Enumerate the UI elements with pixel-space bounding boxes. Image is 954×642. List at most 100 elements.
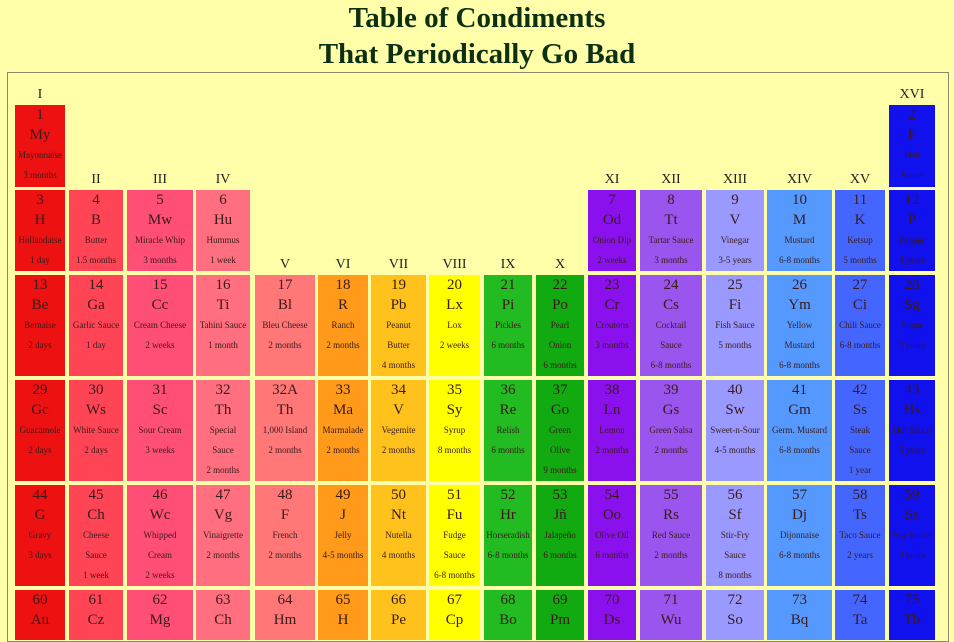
element-shelf-life: 3-5 years: [718, 255, 752, 265]
element-cell: 11 K Ketsup 5 months: [835, 190, 885, 271]
element-shelf-life-extra: 8 months: [718, 570, 752, 580]
element-symbol: So: [727, 612, 743, 628]
element-name: Steak: [850, 425, 870, 435]
element-symbol: Sc: [152, 402, 168, 418]
element-cell: 9 V Vinegar 3-5 years: [706, 190, 764, 271]
group-label-xv: XV: [849, 172, 871, 187]
element-cell: 29 Gc Guacamole 2 days: [15, 380, 65, 481]
element-number: 66: [391, 592, 406, 608]
element-number: 26: [792, 277, 807, 293]
element-shelf-life: 4 months: [381, 550, 416, 560]
element-name: Lox: [447, 320, 462, 330]
group-label-vi: VI: [335, 257, 351, 272]
element-shelf-life: 2 months: [326, 445, 360, 455]
element-shelf-life: 6 months: [491, 445, 525, 455]
element-symbol: Dj: [792, 507, 807, 523]
element-shelf-life: Olive: [550, 445, 570, 455]
element-cell: 59 Ss Soy Sauce 3 years: [889, 485, 935, 586]
element-shelf-life: 4 years: [899, 255, 925, 265]
title-line-1: Table of Condiments: [348, 2, 606, 34]
element-number: 68: [500, 592, 516, 608]
element-number: 48: [277, 487, 293, 503]
element-number: 71: [663, 592, 679, 608]
element-symbol: Vg: [213, 507, 233, 523]
group-label-ix: IX: [500, 257, 516, 272]
element-symbol: K: [854, 212, 866, 228]
element-number: 19: [391, 277, 406, 293]
element-number: 53: [552, 487, 568, 503]
element-name: Stir-Fry: [720, 530, 750, 540]
element-shelf-life-extra: 2 weeks: [145, 570, 175, 580]
element-number: 37: [552, 382, 568, 398]
element-shelf-life: 2 months: [654, 445, 688, 455]
element-symbol: H: [337, 612, 349, 628]
element-symbol: Ta: [852, 612, 868, 628]
element-symbol: Pi: [501, 297, 515, 313]
element-shelf-life: 5 months: [843, 255, 877, 265]
element-shelf-life: 1.5 months: [75, 255, 116, 265]
element-cell: 16 Ti Tahini Sauce 1 month: [196, 275, 250, 376]
element-name: Taco Sauce: [839, 530, 881, 540]
element-symbol: Cr: [604, 297, 620, 313]
element-symbol: Cp: [445, 612, 464, 628]
element-cell: 28 Sg Sugar 2 years: [889, 275, 935, 376]
element-shelf-life: 5 years: [899, 445, 925, 455]
element-cell: 30 Ws White Sauce 2 days: [69, 380, 123, 481]
element-shelf-life: 6-8 months: [487, 550, 529, 560]
element-symbol: H: [34, 212, 46, 228]
element-name: Soy Sauce: [893, 530, 931, 540]
element-cell: 27 Ci Chili Sauce 6-8 months: [835, 275, 885, 376]
element-cell: 34 V Vegemite 2 months: [371, 380, 426, 481]
element-name: Gravy: [28, 530, 52, 540]
element-cell: 24 Cs Cocktail Sauce 6-8 months: [640, 275, 702, 376]
element-number: 23: [604, 277, 620, 293]
element-number: 42: [852, 382, 868, 398]
element-name: Fish Sauce: [715, 320, 755, 330]
element-number: 18: [335, 277, 351, 293]
element-number: 4: [92, 192, 100, 208]
element-symbol: Wu: [660, 612, 682, 628]
element-symbol: Gs: [662, 402, 680, 418]
element-cell: 75 Tb: [889, 590, 935, 640]
element-cell: 4 B Butter 1.5 months: [69, 190, 123, 271]
element-symbol: Be: [31, 297, 49, 313]
element-shelf-life: 2 days: [84, 445, 108, 455]
element-name: Olive Oil: [595, 530, 629, 540]
element-shelf-life: Sauce: [443, 550, 466, 560]
element-symbol: Hs: [903, 402, 921, 418]
element-number: 74: [852, 592, 868, 608]
element-number: 2: [908, 107, 916, 123]
element-shelf-life: 1 month: [208, 340, 238, 350]
element-cell: 1 My Mayonnaise 3 months: [15, 105, 65, 187]
element-cell: 61 Cz: [69, 590, 123, 640]
element-name: Ketsup: [847, 235, 873, 245]
element-name: Lemon: [599, 425, 625, 435]
element-number: 32A: [272, 382, 298, 398]
element-number: 16: [215, 277, 231, 293]
element-number: 32: [215, 382, 231, 398]
element-name: Syrup: [443, 425, 466, 435]
element-cell: 65 H: [318, 590, 368, 640]
element-symbol: Au: [30, 612, 50, 628]
element-shelf-life: Cream: [148, 550, 172, 560]
element-cell: 12 P Pepper 4 years: [889, 190, 935, 271]
element-number: 14: [88, 277, 104, 293]
element-cell: 52 Hr Horseradish 6-8 months: [484, 485, 532, 586]
element-number: 58: [852, 487, 868, 503]
element-symbol: Th: [214, 402, 232, 418]
element-symbol: M: [792, 212, 807, 228]
element-number: 60: [32, 592, 48, 608]
element-number: 30: [88, 382, 104, 398]
element-shelf-life: 2 months: [595, 445, 629, 455]
group-label-xiv: XIV: [787, 172, 812, 187]
element-number: 49: [335, 487, 351, 503]
element-cell: 51 Fu Fudge Sauce 6-8 months: [429, 485, 480, 586]
element-name: Horseradish: [486, 530, 530, 540]
element-symbol: Od: [602, 212, 622, 228]
element-symbol: Re: [499, 402, 517, 418]
element-shelf-life: Onion: [548, 340, 572, 350]
element-shelf-life: 2 months: [206, 550, 240, 560]
element-name: Yellow: [786, 320, 813, 330]
element-name: Green Salsa: [649, 425, 693, 435]
element-name: Special: [209, 425, 237, 435]
